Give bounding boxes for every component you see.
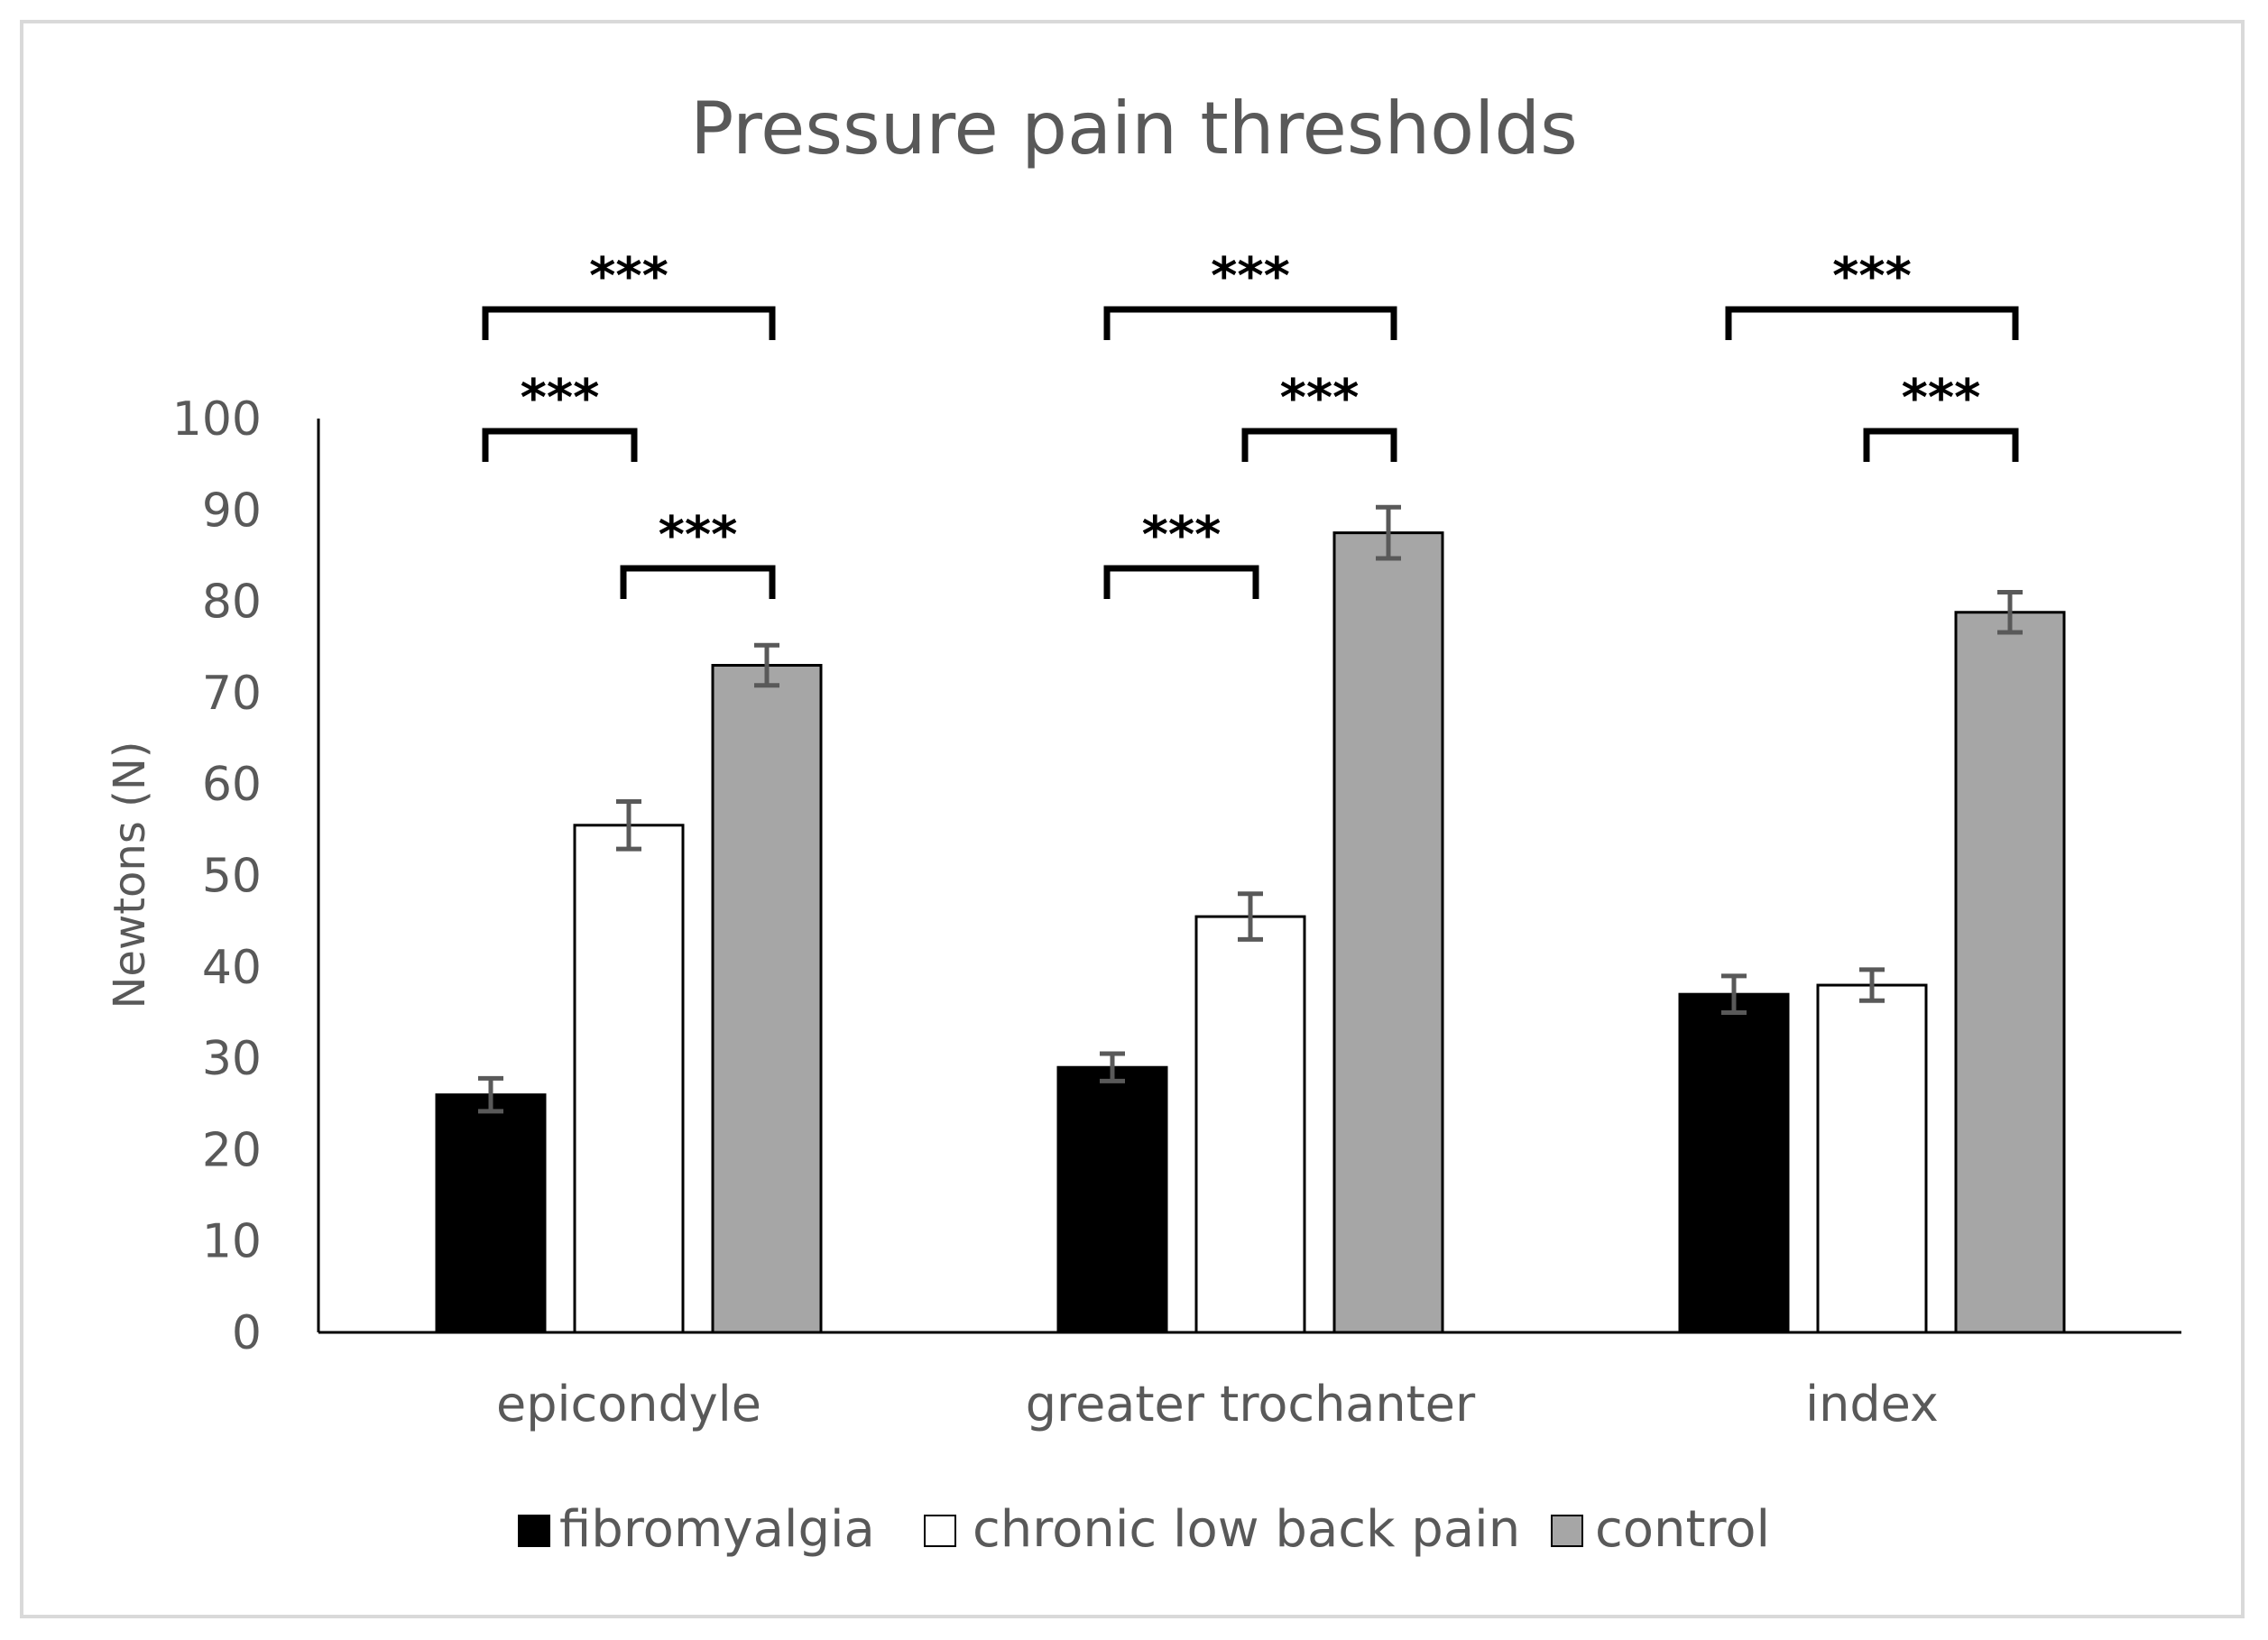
- legend-label: chronic low back pain: [973, 1500, 1520, 1559]
- bar-0-1: [1056, 1065, 1168, 1334]
- significance-bracket: [620, 565, 776, 599]
- bar-1-1: [1194, 915, 1306, 1334]
- y-tick-label: 30: [202, 1032, 262, 1086]
- category-label: greater trochanter: [1026, 1376, 1476, 1433]
- y-tick-label: 50: [202, 850, 262, 904]
- y-tick-label: 70: [202, 667, 262, 721]
- bar-1-0: [573, 824, 685, 1334]
- chart-title: Pressure pain thresholds: [690, 87, 1578, 170]
- category-label: epicondyle: [496, 1376, 761, 1433]
- significance-label: ***: [521, 369, 600, 428]
- legend-label: fibromyalgia: [559, 1500, 875, 1559]
- y-axis-label: Newtons (N): [105, 742, 155, 1009]
- significance-bracket: [1241, 428, 1397, 462]
- significance-bracket: [482, 428, 638, 462]
- significance-bracket: [1103, 306, 1397, 340]
- significance-label: ***: [1142, 506, 1222, 565]
- y-tick-label: 100: [172, 392, 262, 447]
- y-tick-label: 40: [202, 941, 262, 995]
- chart-frame: [20, 20, 2245, 1618]
- significance-bracket: [1725, 306, 2019, 340]
- y-tick-label: 10: [202, 1215, 262, 1269]
- y-tick-label: 80: [202, 576, 262, 630]
- legend-swatch-0: [518, 1515, 550, 1547]
- significance-bracket: [1103, 565, 1259, 599]
- y-tick-label: 20: [202, 1123, 262, 1177]
- y-tick-label: 90: [202, 484, 262, 538]
- significance-label: ***: [659, 506, 738, 565]
- legend-label: control: [1595, 1500, 1770, 1559]
- significance-bracket: [1863, 428, 2019, 462]
- significance-label: ***: [1902, 369, 1981, 428]
- y-tick-label: 0: [232, 1306, 262, 1360]
- bar-0-0: [435, 1093, 547, 1334]
- significance-label: ***: [1280, 369, 1360, 428]
- significance-bracket: [482, 306, 776, 340]
- bar-1-2: [1816, 983, 1928, 1334]
- y-tick-label: 60: [202, 758, 262, 812]
- significance-label: ***: [589, 247, 668, 306]
- bar-2-2: [1954, 611, 2066, 1334]
- bar-2-0: [711, 664, 823, 1334]
- significance-label: ***: [1832, 247, 1912, 306]
- significance-label: ***: [1211, 247, 1290, 306]
- legend-swatch-1: [924, 1515, 956, 1547]
- bar-2-1: [1332, 531, 1444, 1334]
- legend-swatch-2: [1551, 1515, 1583, 1547]
- bar-0-2: [1678, 992, 1790, 1334]
- category-label: index: [1805, 1376, 1939, 1433]
